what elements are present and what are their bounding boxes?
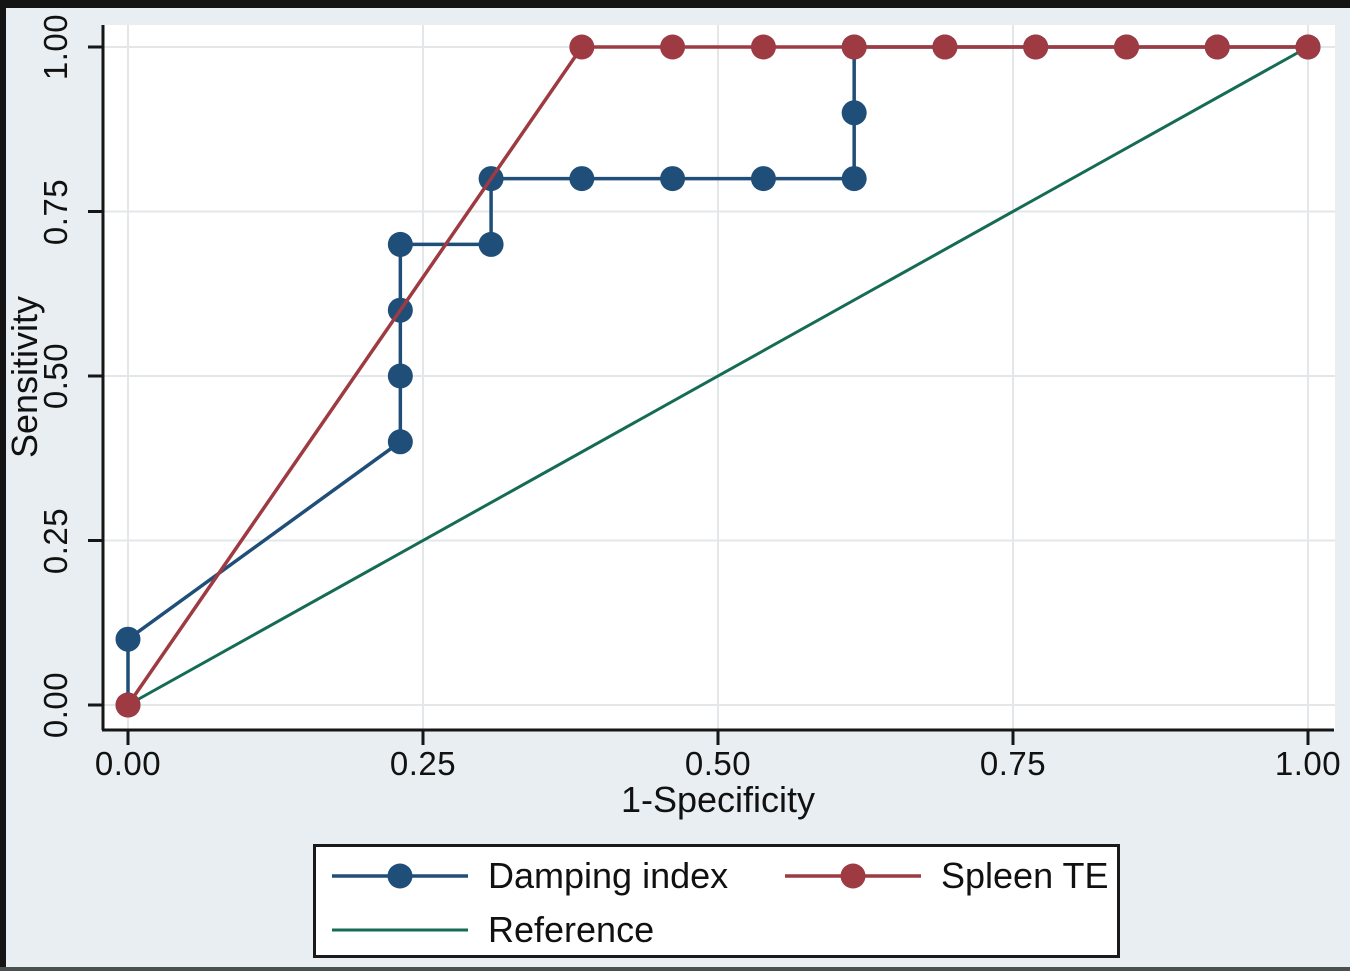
series-spleen-te	[115, 34, 1321, 718]
data-point-damping-index	[387, 429, 413, 455]
legend-swatch-spleen-te-line-marker-icon	[785, 863, 921, 889]
series-reference	[126, 45, 1310, 707]
data-point-spleen-te	[660, 34, 686, 60]
data-point-spleen-te	[569, 34, 595, 60]
axes	[88, 25, 1334, 745]
x-axis-title: 1-Specificity	[620, 779, 816, 820]
data-point-damping-index	[841, 166, 867, 192]
data-point-damping-index	[660, 166, 686, 192]
data-point-damping-index	[750, 166, 776, 192]
y-tick-label-0.00: 0.00	[37, 671, 74, 739]
y-axis-title: Sensitivity	[4, 295, 45, 459]
data-point-spleen-te	[1023, 34, 1049, 60]
legend-item-spleen-te: Spleen TE	[783, 853, 1108, 899]
data-point-damping-index	[387, 363, 413, 389]
x-tick-label-0.00: 0.00	[94, 745, 162, 782]
legend-label-spleen-te: Spleen TE	[941, 855, 1109, 896]
data-point-damping-index	[115, 626, 141, 652]
data-point-spleen-te	[115, 692, 141, 718]
y-tick-label-0.75: 0.75	[37, 178, 74, 245]
data-point-spleen-te	[1204, 34, 1230, 60]
legend-label-reference: Reference	[488, 909, 655, 950]
y-tick-label-0.25: 0.25	[37, 507, 74, 574]
legend-item-damping-index: Damping index	[330, 853, 728, 899]
data-point-spleen-te	[1114, 34, 1140, 60]
x-tick-label-0.50: 0.50	[684, 745, 752, 782]
legend-swatch-reference-line-icon	[332, 928, 468, 932]
data-point-damping-index	[841, 100, 867, 126]
legend-box: Damping index Spleen TE Reference	[313, 844, 1120, 958]
x-tick-label-0.25: 0.25	[389, 745, 457, 782]
data-point-damping-index	[569, 166, 595, 192]
legend-item-reference: Reference	[330, 907, 654, 953]
data-point-spleen-te	[841, 34, 867, 60]
data-point-spleen-te	[932, 34, 958, 60]
data-point-damping-index	[387, 231, 413, 257]
x-tick-label-1.00: 1.00	[1274, 745, 1342, 782]
figure-border-bottom	[0, 967, 1350, 971]
y-tick-label-1.00: 1.00	[37, 13, 74, 81]
figure-border-top	[0, 0, 1350, 8]
legend-swatch-damping-index-line-marker-icon	[332, 863, 468, 889]
legend-label-damping-index: Damping index	[488, 855, 729, 896]
figure-border-left	[0, 0, 6, 971]
data-point-spleen-te	[1295, 34, 1321, 60]
data-point-damping-index	[478, 231, 504, 257]
data-point-spleen-te	[750, 34, 776, 60]
x-tick-label-0.75: 0.75	[979, 745, 1047, 782]
